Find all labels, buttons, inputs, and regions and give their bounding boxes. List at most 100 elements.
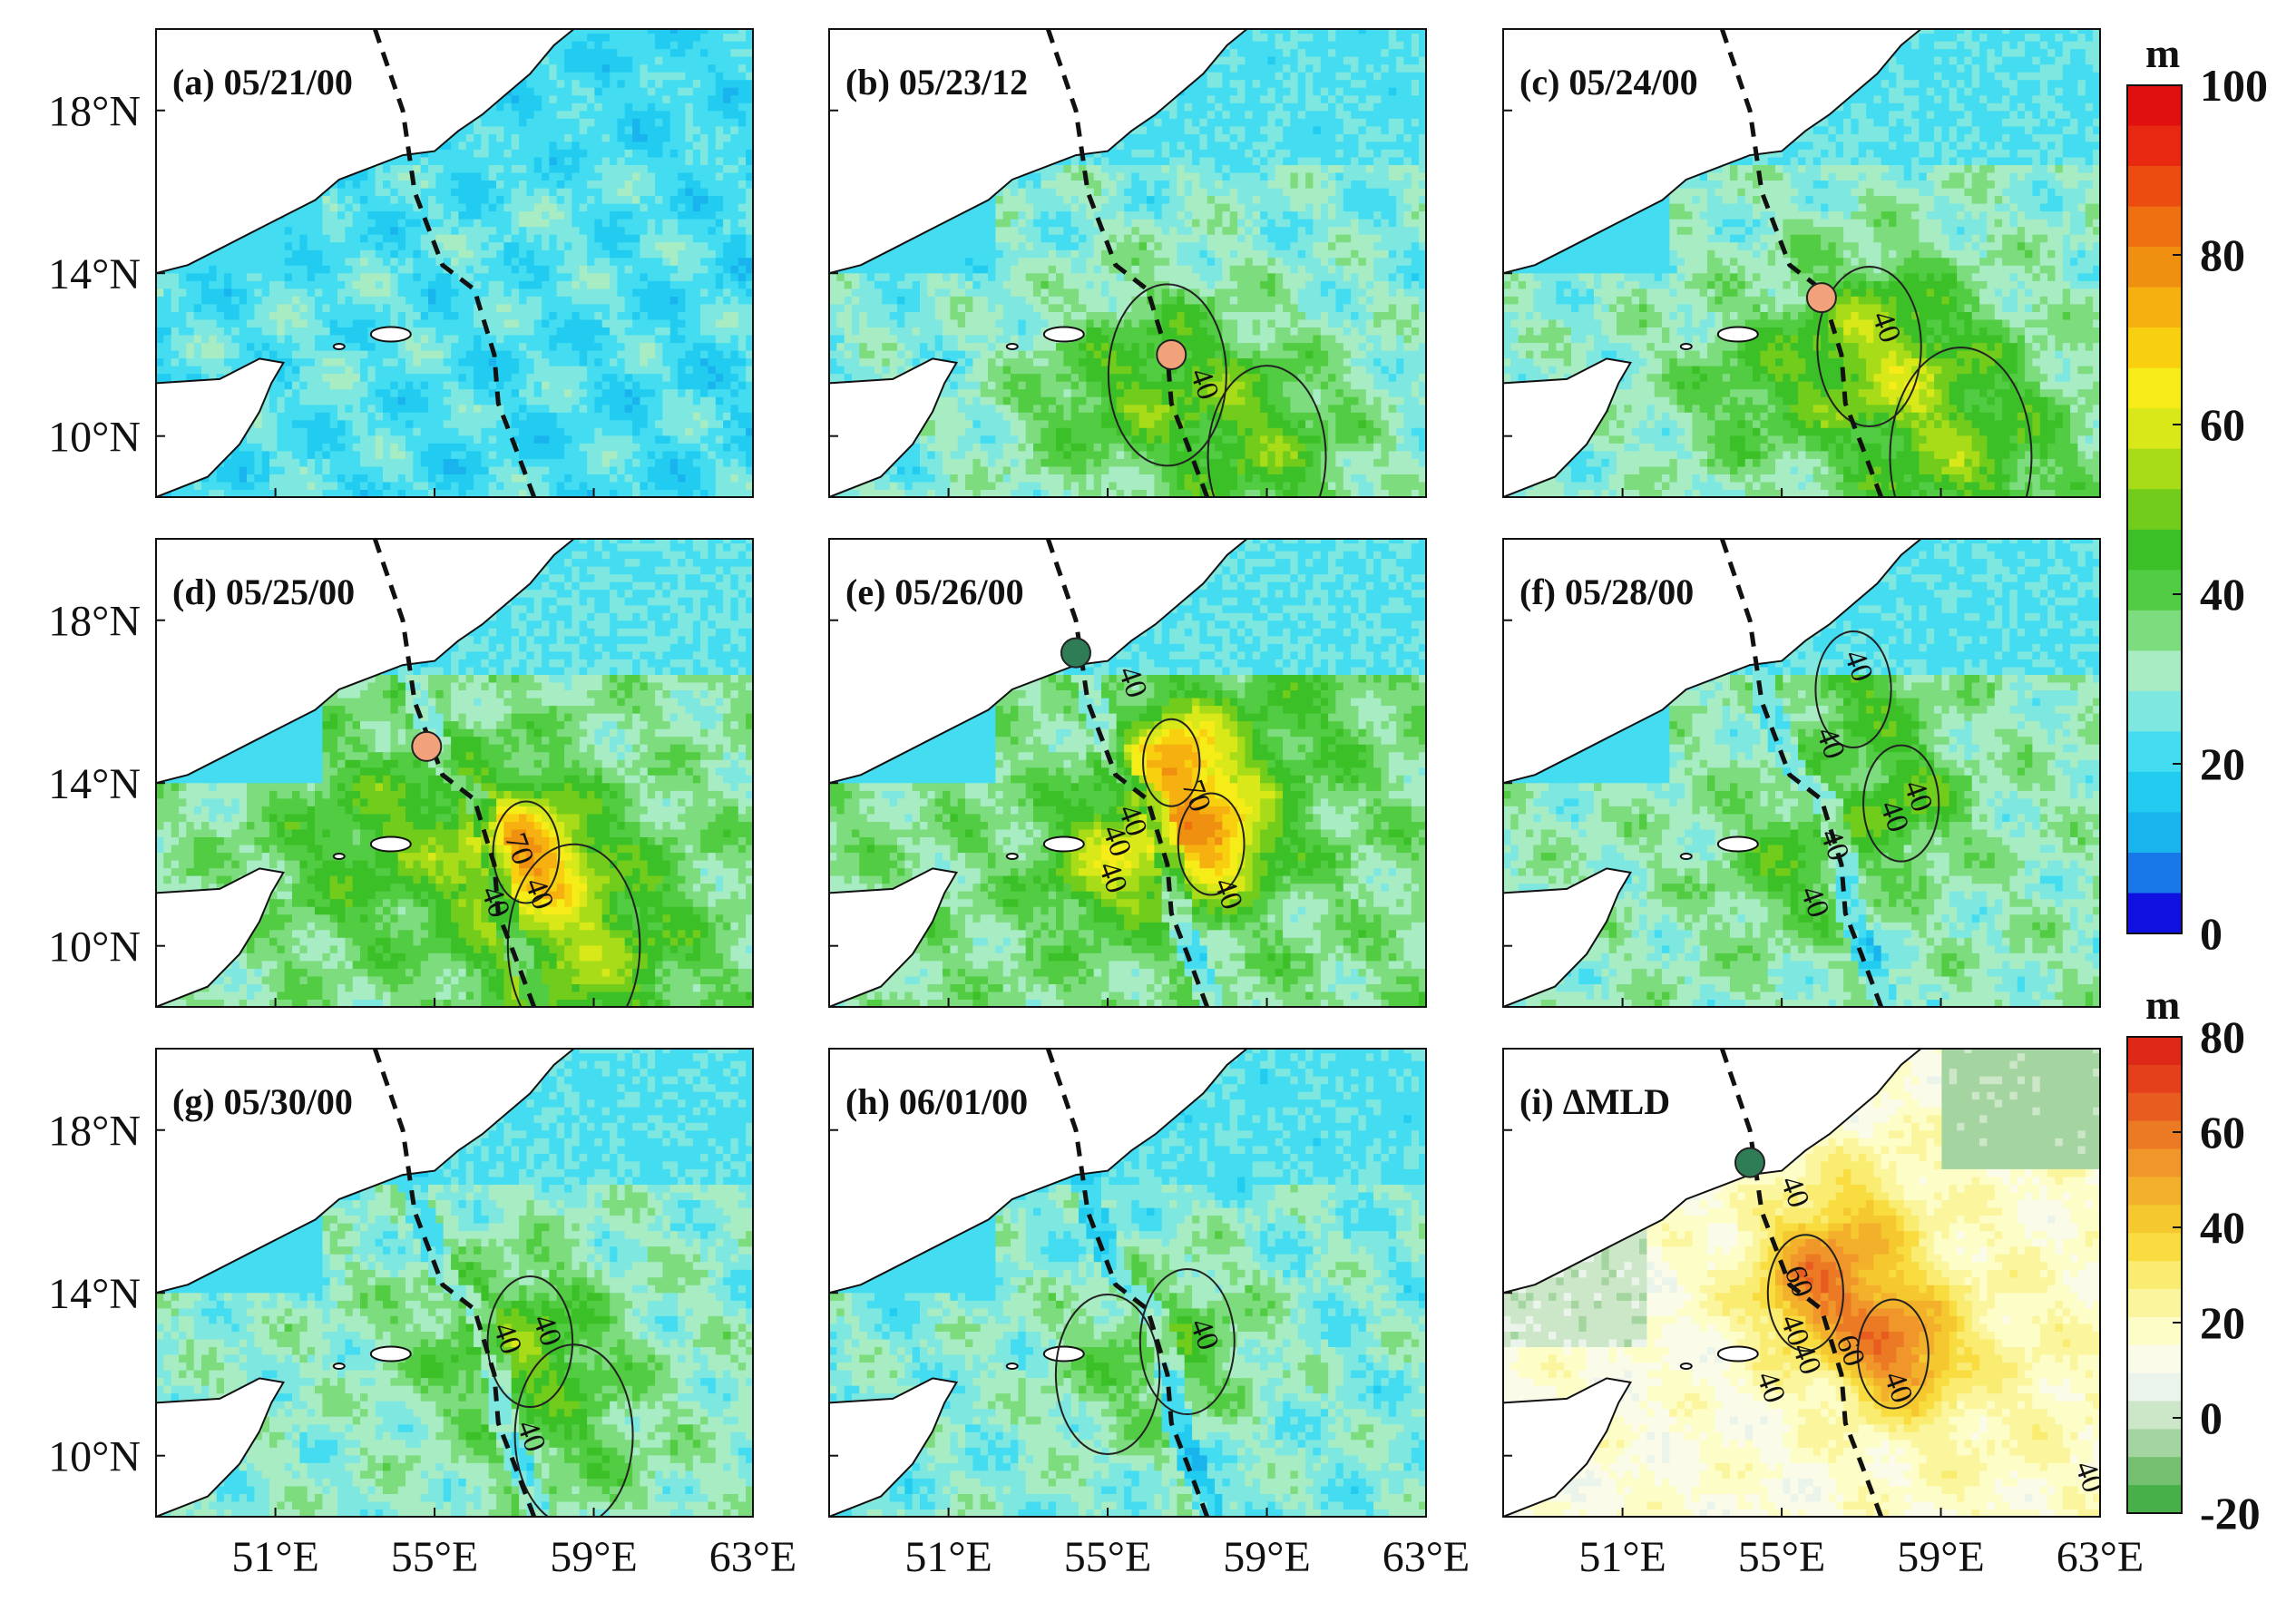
field-cell [360, 450, 368, 459]
field-cell [367, 249, 376, 259]
field-cell [610, 103, 618, 112]
field-cell [730, 311, 739, 320]
field-cell [405, 412, 414, 421]
field-cell [458, 257, 467, 266]
field-cell [655, 450, 663, 459]
field-cell [496, 350, 504, 359]
field-cell [579, 33, 588, 42]
field-cell [610, 234, 618, 243]
field-cell [624, 435, 633, 444]
field-cell [647, 366, 656, 375]
field-cell [345, 474, 354, 483]
field-cell [655, 458, 663, 467]
field-cell [685, 318, 694, 327]
field-cell [261, 311, 270, 320]
field-cell [443, 342, 452, 351]
field-cell [375, 427, 384, 436]
field-cell [723, 450, 731, 459]
field-cell [556, 412, 565, 421]
field-cell [209, 489, 218, 497]
field-cell [647, 318, 656, 327]
field-cell [594, 164, 603, 173]
field-cell [360, 327, 368, 336]
field-cell [428, 203, 436, 212]
field-cell [481, 342, 490, 351]
field-cell [715, 481, 724, 490]
field-cell [383, 241, 391, 250]
field-cell [193, 296, 202, 305]
field-cell [685, 103, 694, 112]
field-cell [299, 219, 308, 228]
field-cell [678, 141, 686, 150]
field-cell [624, 427, 633, 436]
field-cell [533, 249, 542, 259]
field-cell [526, 249, 535, 259]
field-cell [231, 481, 240, 490]
field-cell [307, 481, 316, 490]
field-cell [579, 404, 588, 413]
field-cell [261, 296, 270, 305]
field-cell [315, 373, 323, 382]
field-cell [367, 357, 376, 366]
field-cell [435, 210, 445, 220]
field-cell [610, 303, 618, 312]
field-cell [465, 180, 474, 189]
field-cell [352, 280, 361, 289]
field-cell [443, 412, 452, 421]
field-cell [428, 450, 436, 459]
field-cell [708, 156, 717, 165]
field-cell [669, 249, 679, 259]
field-cell [383, 481, 391, 490]
field-cell [662, 33, 671, 42]
field-cell [594, 133, 603, 142]
field-cell [254, 419, 263, 428]
field-cell [337, 195, 346, 204]
field-cell [844, 373, 853, 382]
field-cell [315, 296, 323, 305]
field-cell [254, 474, 263, 483]
field-cell [632, 141, 640, 150]
field-cell [549, 288, 558, 297]
field-cell [277, 280, 286, 289]
field-cell [322, 195, 331, 204]
field-cell [601, 171, 611, 181]
field-cell [383, 195, 391, 204]
field-cell [443, 435, 452, 444]
field-cell [723, 125, 731, 134]
field-cell [315, 280, 323, 289]
field-cell [307, 350, 316, 359]
field-cell [292, 465, 300, 474]
field-cell [496, 164, 504, 173]
field-cell [519, 226, 527, 235]
field-cell [738, 296, 747, 305]
field-cell [655, 272, 663, 281]
field-cell [465, 311, 474, 320]
field-cell [329, 427, 338, 436]
field-cell [315, 195, 323, 204]
field-cell [579, 234, 588, 243]
field-cell [617, 203, 626, 212]
field-cell [201, 318, 210, 327]
field-cell [435, 419, 445, 428]
field-cell [542, 56, 550, 65]
field-cell [708, 280, 717, 289]
field-cell [746, 373, 753, 382]
field-cell [601, 164, 611, 173]
field-cell [247, 342, 255, 351]
field-cell [669, 72, 679, 81]
field-cell [746, 350, 753, 359]
field-cell [526, 203, 535, 212]
field-cell [587, 419, 595, 428]
field-cell [420, 419, 429, 428]
field-cell [474, 249, 482, 259]
field-cell [556, 87, 565, 96]
field-cell [254, 412, 263, 421]
field-cell [564, 164, 572, 173]
field-cell [723, 241, 731, 250]
field-cell [662, 272, 671, 281]
field-cell [224, 481, 232, 490]
field-cell [669, 257, 679, 266]
field-cell [375, 318, 384, 327]
field-cell [662, 125, 671, 134]
field-cell [443, 366, 452, 375]
